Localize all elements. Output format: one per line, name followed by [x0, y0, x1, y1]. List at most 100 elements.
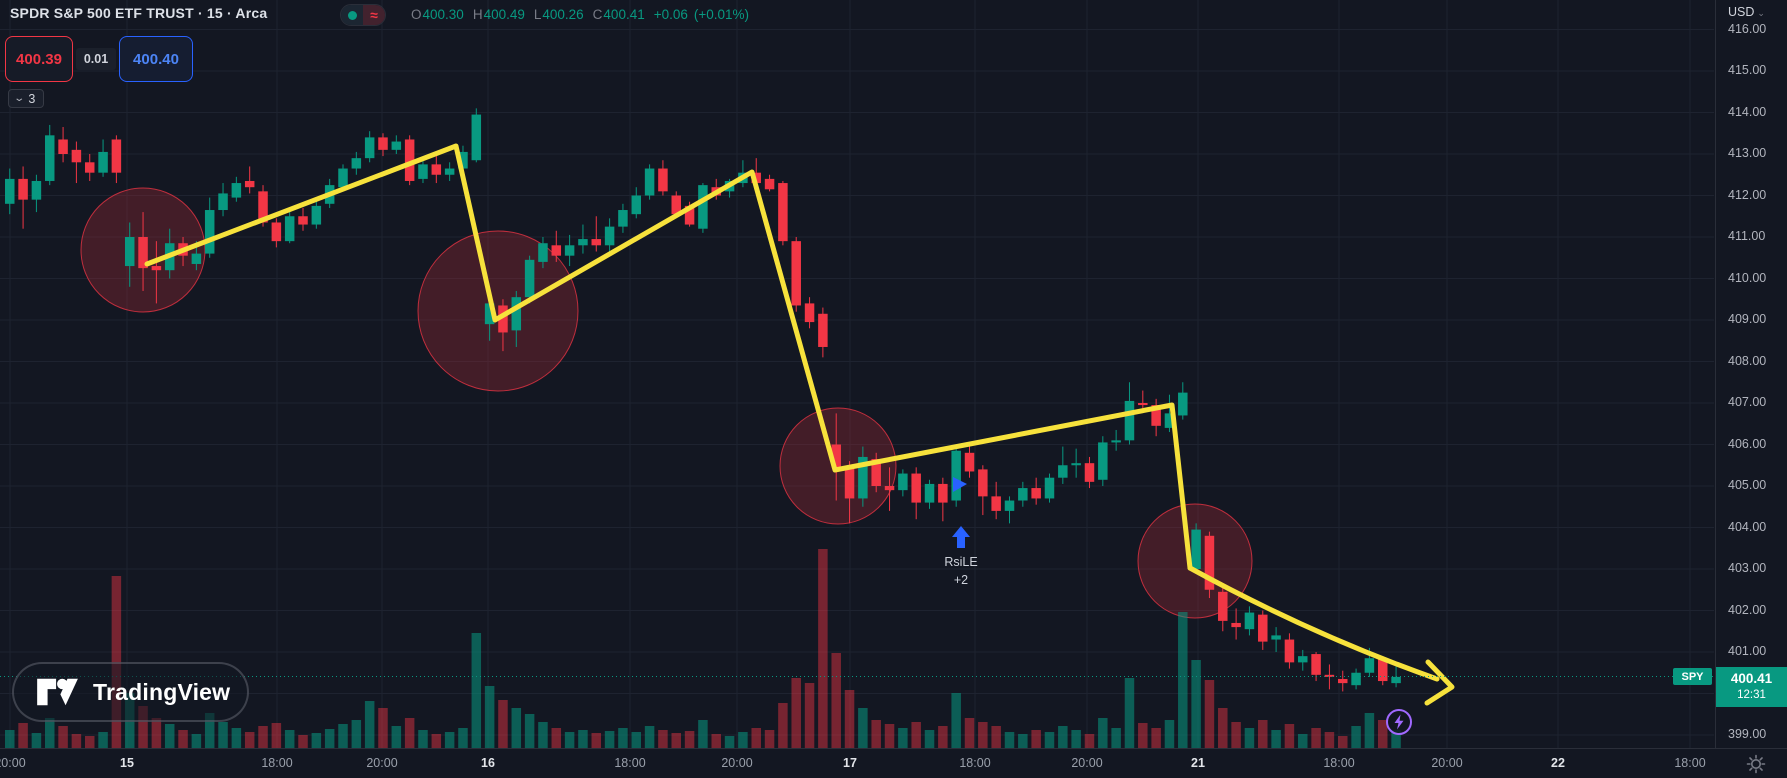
candle-body: [1178, 392, 1188, 416]
candle-body: [1138, 403, 1148, 406]
volume-bar: [911, 722, 921, 748]
symbol-title[interactable]: SPDR S&P 500 ETF TRUST · 15 · Arca: [10, 5, 268, 21]
volume-bar: [498, 700, 508, 748]
candle-body: [1111, 440, 1121, 443]
time-tick-label: 20:00: [366, 756, 398, 770]
volume-bar: [1391, 730, 1401, 748]
candle-body: [351, 158, 362, 169]
volume-bar: [538, 722, 548, 748]
volume-bar: [951, 693, 961, 748]
volume-bar: [1298, 734, 1308, 748]
candle-body: [964, 452, 975, 472]
last-price-value: 400.41: [1730, 671, 1773, 687]
candle-body: [1244, 612, 1255, 630]
signal-label: RsiLE: [944, 555, 977, 569]
candle-body: [1284, 639, 1295, 663]
time-tick-label: 20:00: [721, 756, 753, 770]
candle-body: [1124, 400, 1135, 441]
time-tick-label: 17: [843, 756, 857, 770]
candle-body: [884, 486, 895, 491]
zigzag-line: [144, 143, 1193, 571]
volume-bar: [1258, 720, 1268, 748]
volume-bar: [84, 736, 95, 748]
close-label: C: [592, 7, 603, 22]
volume-bar: [858, 708, 868, 748]
candle-body: [898, 473, 908, 491]
candle-body: [244, 180, 255, 188]
candle-body: [1044, 477, 1055, 499]
candle-body: [391, 141, 402, 150]
volume-bar: [151, 718, 162, 748]
volume-bar: [1311, 728, 1321, 748]
candle-body: [778, 183, 788, 242]
volume-bar: [1044, 732, 1055, 748]
volume-bar: [5, 730, 15, 748]
candle-body: [1338, 678, 1348, 684]
volume-bar: [191, 734, 202, 748]
buy-button[interactable]: 400.40: [119, 36, 193, 82]
candle-body: [298, 216, 308, 225]
candle-body: [444, 168, 455, 175]
candle-body: [538, 243, 548, 262]
change-value: +0.06: [653, 7, 688, 22]
price-tick-label: 405.00: [1728, 478, 1767, 492]
volume-bar: [31, 733, 42, 748]
zigzag-tail: [1187, 565, 1440, 682]
time-tick-label: 18:00: [959, 756, 991, 770]
volume-bar: [578, 730, 588, 748]
volume-bar: [751, 728, 761, 748]
candle-body: [1218, 591, 1228, 621]
lightning-icon[interactable]: [1385, 708, 1413, 736]
price-axis[interactable]: USD ⌄ 416.00 415.00 414.00 413.00 412.00 411.0…: [1715, 0, 1787, 748]
volume-bar: [44, 718, 55, 748]
signal-flag-icon: [953, 477, 967, 492]
object-tree-button[interactable]: ⌄ 3: [8, 89, 45, 108]
volume-bar: [258, 726, 268, 748]
volume-bar: [938, 726, 948, 748]
time-axis[interactable]: 20:00 15 18:00 20:00 16 18:00 20:00 17 18:00 20:0…: [0, 748, 1787, 778]
candle-body: [431, 164, 442, 175]
tradingview-logo[interactable]: TradingView: [12, 662, 249, 722]
candle-body: [804, 303, 815, 323]
volume-bar: [631, 732, 642, 748]
candle-body: [231, 183, 242, 198]
candle-body: [1298, 656, 1308, 663]
volume-bar: [1351, 726, 1361, 748]
volume-bar: [871, 720, 881, 748]
gear-icon[interactable]: [1744, 752, 1768, 776]
volume-bar: [378, 708, 388, 748]
candle-body: [71, 149, 82, 163]
candle-body: [218, 193, 228, 211]
candle-body: [791, 241, 801, 306]
market-status-toggle[interactable]: ≈: [340, 4, 386, 26]
price-tick-label: 409.00: [1728, 312, 1767, 326]
candle-body: [498, 305, 508, 333]
candle-body: [1058, 465, 1068, 478]
candle-body: [591, 239, 602, 246]
sell-button[interactable]: 400.39: [5, 36, 73, 82]
volume-bar: [1138, 723, 1148, 748]
time-tick-label: 18:00: [1674, 756, 1706, 770]
candle-body: [1271, 635, 1281, 640]
volume-bar: [671, 733, 681, 748]
candle-body: [364, 137, 375, 159]
spread-value: 0.01: [76, 48, 116, 70]
candle-body: [311, 205, 322, 225]
candle-body: [858, 456, 868, 499]
candle-body: [18, 178, 28, 200]
candle-body: [44, 135, 55, 181]
volume-bar: [204, 713, 215, 748]
volume-bar: [1191, 660, 1201, 748]
volume-bar: [1178, 612, 1188, 748]
volume-bar: [1151, 728, 1161, 748]
candle-body: [111, 139, 122, 173]
currency-selector[interactable]: USD ⌄: [1728, 5, 1765, 19]
candle-body: [58, 139, 68, 154]
candle-body: [924, 483, 935, 503]
time-tick-label: 21: [1191, 756, 1205, 770]
candle-body: [1071, 463, 1081, 466]
candle-body: [284, 216, 295, 242]
volume-bar: [71, 734, 82, 748]
volume-bar: [1164, 720, 1175, 748]
